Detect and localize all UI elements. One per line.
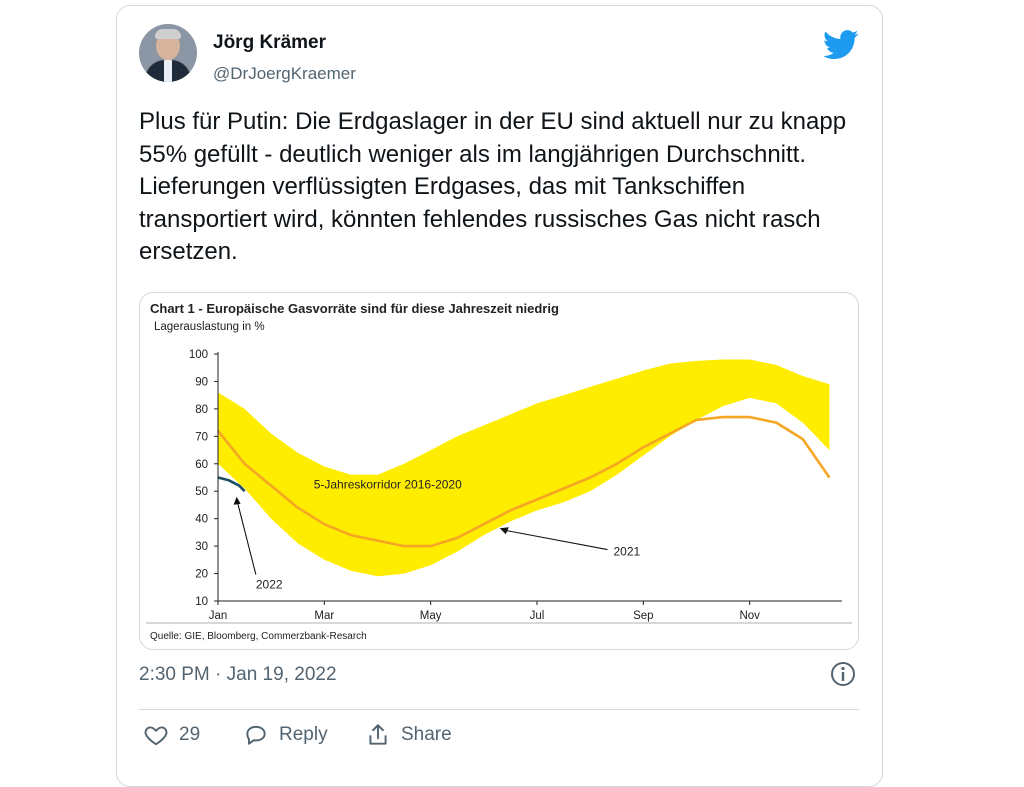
tweet-card: Jörg Krämer @DrJoergKraemer Plus für Put… <box>116 5 883 787</box>
band-annotation: 5-Jahreskorridor 2016-2020 <box>314 477 462 491</box>
y-tick-label: 20 <box>195 569 208 581</box>
like-count: 29 <box>179 724 201 745</box>
annotation-arrowhead-2022 <box>233 496 241 505</box>
chart-image[interactable]: Chart 1 - Europäische Gasvorräte sind fü… <box>139 292 859 650</box>
annotation-arrowhead-2021 <box>499 527 509 535</box>
y-tick-label: 80 <box>195 404 208 416</box>
like-button[interactable]: 29 <box>143 722 200 748</box>
heart-icon <box>144 726 168 746</box>
chart-source: Quelle: GIE, Bloomberg, Commerzbank-Resa… <box>150 631 367 642</box>
x-tick-label: Jul <box>530 610 545 622</box>
annotation-arrow-2021 <box>504 529 608 551</box>
x-tick-label: May <box>420 610 442 622</box>
y-tick-label: 10 <box>195 596 208 608</box>
reply-icon <box>246 725 266 745</box>
chart: Chart 1 - Europäische Gasvorräte sind fü… <box>146 301 852 642</box>
reply-button[interactable]: Reply <box>243 722 328 748</box>
share-icon <box>369 724 387 745</box>
y-tick-label: 90 <box>195 376 208 388</box>
annotation-2022: 2022 <box>256 578 283 592</box>
y-tick-label: 40 <box>195 514 208 526</box>
twitter-bird-icon[interactable] <box>823 30 859 60</box>
tweet-timestamp[interactable]: 2:30 PM · Jan 19, 2022 <box>139 664 337 685</box>
y-tick-label: 70 <box>195 431 208 443</box>
y-tick-label: 50 <box>195 486 208 498</box>
reply-label: Reply <box>279 724 328 745</box>
x-tick-label: Mar <box>314 610 334 622</box>
x-tick-label: Sep <box>633 610 653 622</box>
x-tick-label: Jan <box>209 610 228 622</box>
tweet-text: Plus für Putin: Die Erdgaslager in der E… <box>139 108 847 265</box>
y-tick-label: 60 <box>195 459 208 471</box>
series-line-2022 <box>217 476 246 493</box>
band-5-jahreskorridor <box>218 359 830 577</box>
chart-ylabel: Lagerauslastung in % <box>154 321 265 333</box>
y-tick-label: 100 <box>189 349 208 361</box>
author-name[interactable]: Jörg Krämer <box>213 32 326 53</box>
author-handle[interactable]: @DrJoergKraemer <box>213 64 356 83</box>
series-line-2021 <box>216 415 831 548</box>
chart-title: Chart 1 - Europäische Gasvorräte sind fü… <box>150 301 559 316</box>
annotation-arrow-2022 <box>237 502 257 575</box>
info-icon[interactable] <box>829 660 857 688</box>
share-button[interactable]: Share <box>365 722 452 748</box>
annotation-2021: 2021 <box>613 545 640 559</box>
x-tick-label: Nov <box>739 610 760 622</box>
share-label: Share <box>401 724 452 745</box>
divider <box>139 709 859 710</box>
avatar[interactable] <box>139 24 197 82</box>
y-tick-label: 30 <box>195 541 208 553</box>
